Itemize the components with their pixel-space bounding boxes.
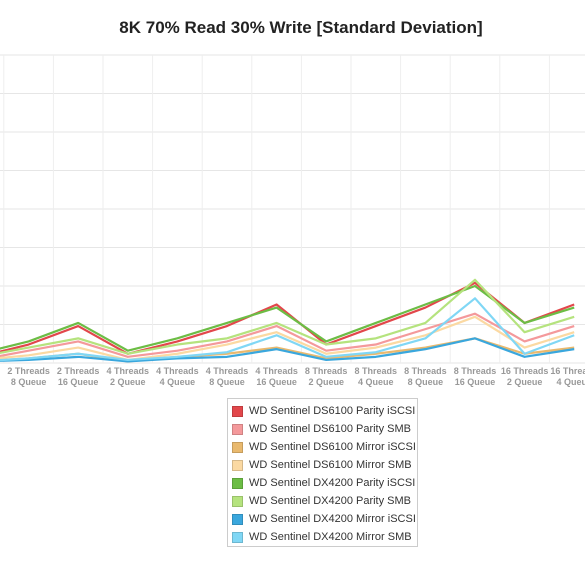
legend-swatch bbox=[232, 405, 243, 417]
legend-item-4[interactable]: WD Sentinel DS6100 Mirror SMB bbox=[228, 456, 417, 474]
series-lines bbox=[0, 278, 575, 363]
series-line-1 bbox=[0, 281, 575, 355]
legend-item-5[interactable]: WD Sentinel DX4200 Parity iSCSI bbox=[228, 474, 417, 492]
legend-item-1[interactable]: WD Sentinel DS6100 Parity iSCSI bbox=[228, 402, 417, 420]
x-tick-label: 4 Threads 2 Queue bbox=[107, 366, 150, 387]
legend-swatch bbox=[232, 423, 243, 435]
legend-label: WD Sentinel DX4200 Parity iSCSI bbox=[249, 477, 416, 489]
series-line-6 bbox=[0, 278, 575, 355]
x-tick-label: 16 Threads 2 Queue bbox=[501, 366, 549, 387]
legend-item-6[interactable]: WD Sentinel DX4200 Parity SMB bbox=[228, 492, 417, 510]
legend-swatch bbox=[232, 531, 243, 543]
x-tick-label: 8 Threads 4 Queue bbox=[355, 366, 398, 387]
x-tick-label: 8 Threads 8 Queue bbox=[404, 366, 447, 387]
legend: WD Sentinel DS6100 Parity iSCSI WD Sentin… bbox=[227, 398, 418, 547]
x-tick-label: 4 Threads 8 Queue bbox=[206, 366, 249, 387]
x-tick-label: 2 Threads 16 Queue bbox=[57, 366, 100, 387]
legend-swatch bbox=[232, 477, 243, 489]
legend-item-8[interactable]: WD Sentinel DX4200 Mirror SMB bbox=[228, 528, 417, 546]
series-line-7 bbox=[0, 337, 575, 363]
series-line-8 bbox=[0, 297, 575, 362]
legend-item-2[interactable]: WD Sentinel DS6100 Parity SMB bbox=[228, 420, 417, 438]
x-tick-label: 2 Threads 8 Queue bbox=[7, 366, 50, 387]
legend-label: WD Sentinel DS6100 Mirror iSCSI bbox=[249, 441, 416, 453]
x-tick-label: 4 Threads 16 Queue bbox=[255, 366, 298, 387]
legend-label: WD Sentinel DS6100 Mirror SMB bbox=[249, 459, 412, 471]
series-line-5 bbox=[0, 284, 575, 352]
chart-title: 8K 70% Read 30% Write [Standard Deviatio… bbox=[119, 18, 483, 37]
legend-label: WD Sentinel DS6100 Parity iSCSI bbox=[249, 405, 416, 417]
legend-swatch bbox=[232, 513, 243, 525]
legend-swatch bbox=[232, 459, 243, 471]
legend-item-7[interactable]: WD Sentinel DX4200 Mirror iSCSI bbox=[228, 510, 417, 528]
series-line-4 bbox=[0, 315, 575, 362]
legend-label: WD Sentinel DX4200 Mirror SMB bbox=[249, 531, 412, 543]
legend-label: WD Sentinel DS6100 Parity SMB bbox=[249, 423, 412, 435]
legend-item-3[interactable]: WD Sentinel DS6100 Mirror iSCSI bbox=[228, 438, 417, 456]
series-line-2 bbox=[0, 312, 575, 358]
grid-lines bbox=[0, 54, 585, 364]
legend-label: WD Sentinel DX4200 Mirror iSCSI bbox=[249, 513, 416, 525]
legend-swatch bbox=[232, 495, 243, 507]
legend-swatch bbox=[232, 441, 243, 453]
x-tick-label: 8 Threads 2 Queue bbox=[305, 366, 348, 387]
legend-label: WD Sentinel DX4200 Parity SMB bbox=[249, 495, 412, 507]
x-tick-label: 8 Threads 16 Queue bbox=[454, 366, 497, 387]
x-tick-label: 4 Threads 4 Queue bbox=[156, 366, 199, 387]
